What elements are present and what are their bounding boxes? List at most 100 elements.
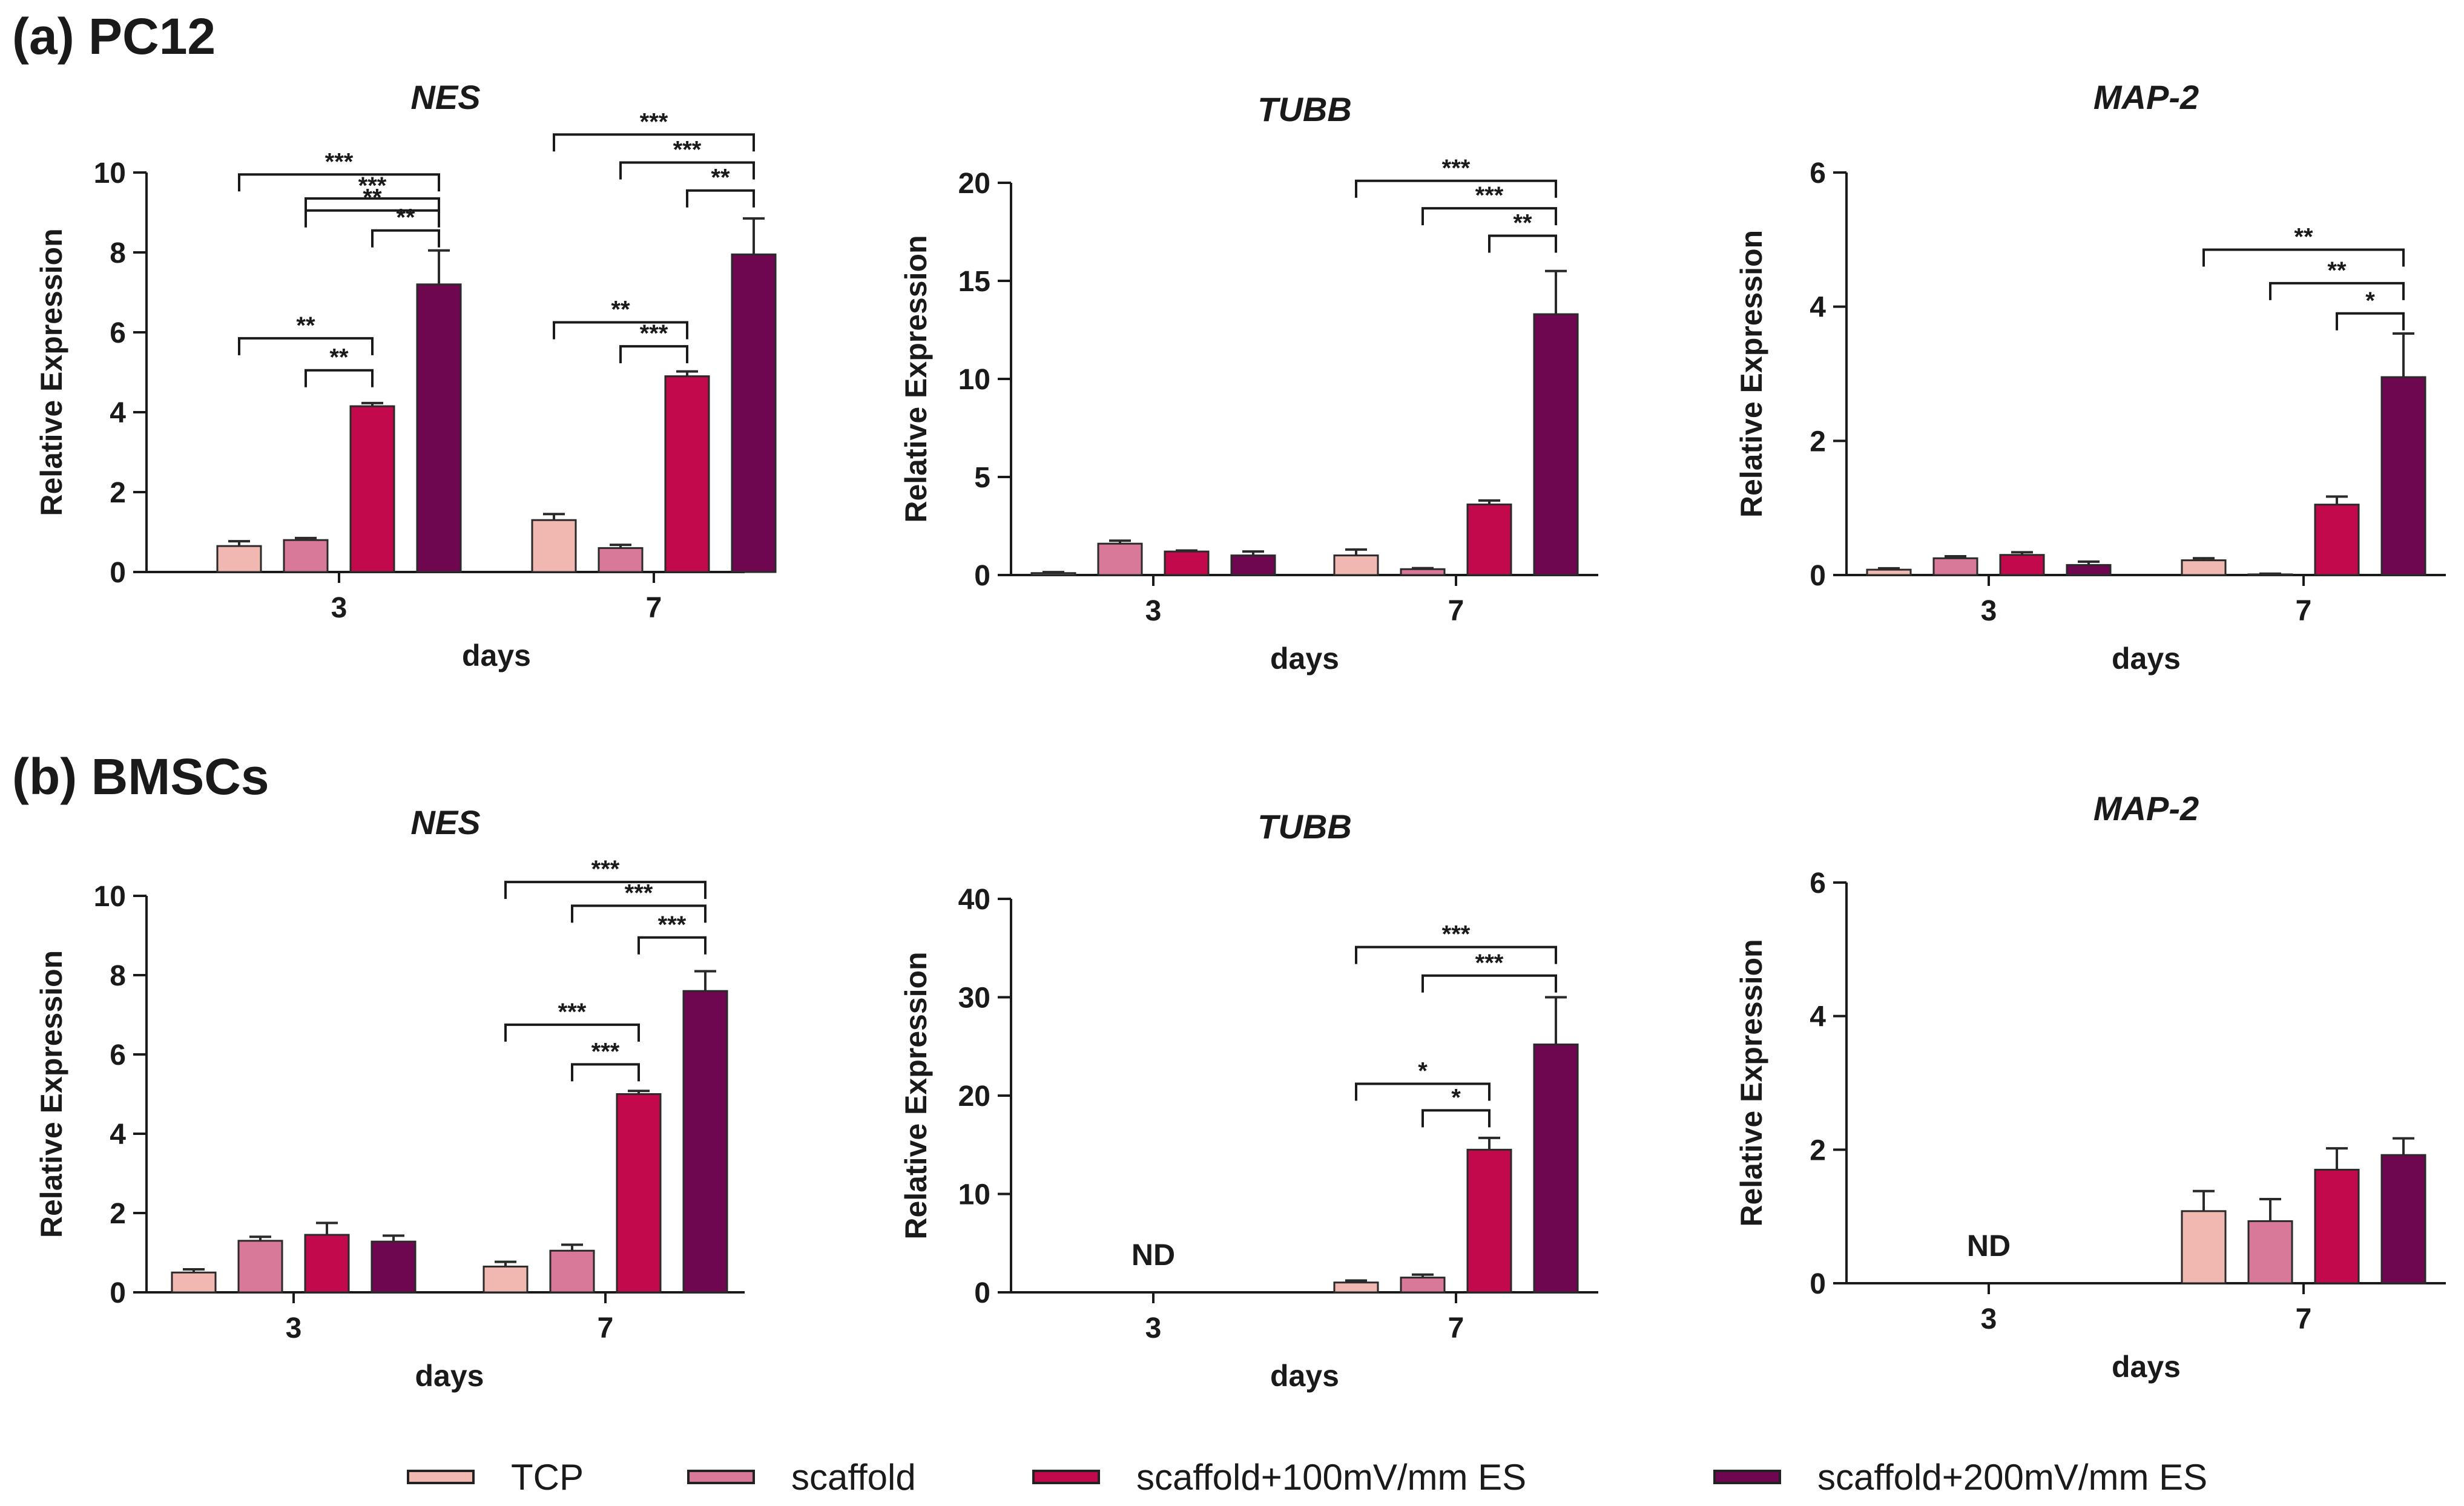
significance-bracket — [238, 173, 440, 192]
significance-label: *** — [625, 880, 653, 906]
legend-label-scaffold-100: scaffold+100mV/mm ES — [1136, 1456, 1527, 1498]
bar — [1333, 1281, 1379, 1294]
y-tick-label: 2 — [1810, 426, 1826, 458]
x-axis-label: days — [1270, 1359, 1339, 1393]
y-tick-label: 10 — [94, 157, 126, 189]
chart-title: MAP-2 — [2093, 789, 2199, 827]
x-tick-label: 3 — [1981, 595, 1997, 627]
bar — [2314, 504, 2360, 576]
x-tick-label: 7 — [1448, 1312, 1464, 1344]
bar — [1466, 503, 1512, 576]
significance-label: ** — [296, 312, 315, 339]
x-tick-label: 7 — [2296, 1303, 2312, 1335]
legend-swatch-tcp — [407, 1470, 475, 1484]
significance-bracket — [1355, 945, 1557, 964]
bar — [283, 539, 329, 573]
y-tick-label: 5 — [974, 462, 990, 494]
legend-item-tcp: TCP — [407, 1450, 584, 1504]
bar — [304, 1234, 350, 1294]
significance-bracket — [553, 133, 755, 152]
significance-label: *** — [640, 320, 668, 347]
bar — [598, 547, 644, 573]
y-tick-label: 30 — [958, 982, 990, 1014]
y-axis-label: Relative Expression — [35, 228, 68, 516]
significance-bracket — [571, 1063, 640, 1082]
significance-bracket — [553, 321, 688, 340]
nd-annotation: ND — [1132, 1238, 1175, 1272]
bar — [2380, 376, 2426, 576]
bar — [2066, 564, 2112, 576]
y-tick-label: 4 — [110, 1119, 126, 1151]
y-tick-label: 0 — [974, 560, 990, 592]
significance-label: *** — [325, 148, 354, 175]
significance-label: * — [1418, 1058, 1428, 1085]
y-tick-label: 0 — [110, 557, 126, 589]
legend-swatch-scaffold — [687, 1470, 755, 1484]
significance-bracket — [686, 189, 755, 208]
x-tick-label: 7 — [646, 592, 662, 624]
bar — [1164, 550, 1210, 576]
significance-label: * — [1451, 1084, 1461, 1111]
x-tick-label: 3 — [1145, 1312, 1162, 1344]
legend-swatch-scaffold-200 — [1713, 1470, 1781, 1484]
legend-label-scaffold-200: scaffold+200mV/mm ES — [1817, 1456, 2208, 1498]
y-axis-label: Relative Expression — [899, 235, 933, 522]
y-tick-label: 8 — [110, 237, 126, 269]
y-tick-label: 6 — [1810, 157, 1826, 189]
significance-label: *** — [1442, 921, 1471, 948]
y-tick-label: 6 — [110, 317, 126, 349]
y-tick-label: 0 — [1810, 1268, 1826, 1300]
chart-title: NES — [410, 803, 480, 841]
significance-bracket — [637, 936, 707, 955]
significance-label: *** — [591, 856, 620, 883]
bar — [2314, 1168, 2360, 1284]
significance-label: ** — [2327, 257, 2347, 284]
x-tick-label: 3 — [1145, 595, 1162, 627]
legend-label-scaffold: scaffold — [791, 1456, 916, 1498]
bar — [349, 405, 395, 573]
legend-item-scaffold-100: scaffold+100mV/mm ES — [1032, 1450, 1526, 1504]
bar — [1400, 1277, 1446, 1294]
y-tick-label: 4 — [110, 397, 126, 429]
y-tick-label: 4 — [1810, 1001, 1826, 1033]
bar — [1400, 568, 1446, 576]
significance-bracket — [1355, 1082, 1491, 1101]
y-tick-label: 15 — [958, 266, 990, 298]
y-axis-label: Relative Expression — [1734, 230, 1768, 518]
y-tick-label: 20 — [958, 1080, 990, 1113]
chart-b-tubb: TUBB 0 10 20 30 40 Relative Expression 3 7 days ND… — [899, 807, 1598, 1393]
y-tick-label: 20 — [958, 168, 990, 200]
x-tick-label: 7 — [1448, 595, 1464, 627]
significance-bracket — [238, 337, 374, 355]
bar — [1466, 1148, 1512, 1294]
significance-label: *** — [558, 999, 587, 1025]
y-tick-label: 2 — [110, 477, 126, 509]
significance-bracket — [2202, 248, 2405, 267]
bar — [616, 1093, 662, 1294]
significance-bracket — [1488, 234, 1557, 253]
significance-bracket — [504, 881, 707, 899]
significance-label: ** — [711, 165, 730, 191]
bar — [1932, 557, 1978, 576]
significance-bracket — [571, 904, 707, 923]
y-tick-label: 10 — [958, 1179, 990, 1211]
significance-label: ** — [1513, 209, 1532, 236]
significance-label: *** — [1442, 155, 1471, 182]
section-label-b: (b) BMSCs — [12, 748, 269, 805]
x-tick-label: 7 — [2296, 595, 2312, 627]
significance-label: ** — [396, 205, 415, 231]
chart-title: TUBB — [1257, 90, 1352, 128]
significance-bracket — [305, 209, 440, 228]
bar — [1230, 554, 1276, 576]
significance-label: *** — [658, 912, 687, 938]
y-axis-label: Relative Expression — [899, 952, 933, 1239]
bar — [1030, 572, 1076, 576]
chart-b-map-2: MAP-2 0 2 4 6 Relative Expression 3 7 days ND — [1734, 789, 2446, 1384]
y-tick-label: 4 — [1810, 292, 1826, 324]
significance-bracket — [1355, 179, 1557, 198]
bar — [216, 545, 262, 573]
significance-label: *** — [1475, 950, 1504, 976]
